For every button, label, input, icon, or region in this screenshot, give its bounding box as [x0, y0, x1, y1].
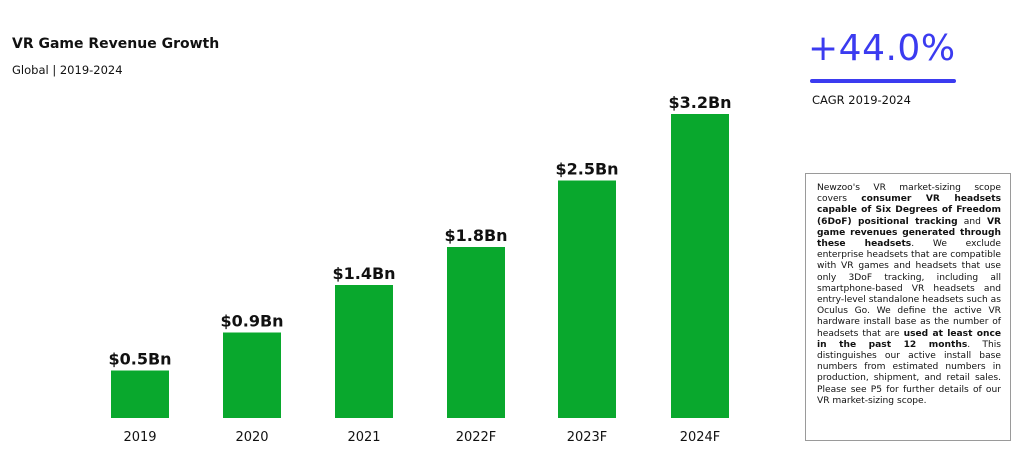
bar-data-label: $1.4Bn [332, 264, 395, 283]
x-tick-label: 2019 [123, 430, 156, 445]
bar-2024F [671, 114, 729, 418]
scope-note-segment: . We exclude enterprise headsets that ar… [817, 239, 1001, 339]
x-tick-label: 2023F [567, 430, 608, 445]
bar-2021 [335, 285, 393, 418]
bar-data-label: $3.2Bn [668, 93, 731, 112]
cagr-value: +44.0% [808, 28, 956, 69]
x-tick-label: 2024F [680, 430, 721, 445]
scope-note-segment: consumer VR headsets capable of Six Degr… [817, 194, 1001, 227]
scope-note-segment: used at least once in the past 12 months [817, 328, 1001, 350]
bar-data-label: $2.5Bn [555, 160, 618, 179]
x-tick-label: 2020 [235, 430, 268, 445]
chart-subtitle: Global | 2019-2024 [12, 63, 123, 77]
bar-2023F [558, 180, 616, 418]
bar-2019 [111, 370, 169, 418]
bar-data-label: $0.9Bn [220, 312, 283, 331]
scope-note-segment: Newzoo's VR market-sizing scope covers [817, 183, 1001, 205]
scope-note-segment: . This distinguishes our active install … [817, 339, 1001, 406]
bar-data-label: $0.5Bn [108, 350, 171, 369]
bar-2022F [447, 247, 505, 418]
cagr-label: CAGR 2019-2024 [812, 93, 911, 107]
bar-chart: $0.5Bn 2019 $0.9Bn 2020 $1.4Bn 2021 $1.8Bn 2022… [108, 93, 731, 445]
scope-note-box: Newzoo's VR market-sizing scope covers c… [805, 173, 1011, 441]
scope-note-segment: and [957, 216, 987, 227]
x-tick-label: 2022F [456, 430, 497, 445]
chart-title: VR Game Revenue Growth [12, 36, 220, 52]
cagr-underline [810, 79, 956, 83]
bar-2020 [223, 332, 281, 418]
x-tick-label: 2021 [347, 430, 380, 445]
bar-data-label: $1.8Bn [444, 226, 507, 245]
scope-note-segment: VR game revenues generated through these… [817, 216, 1001, 250]
